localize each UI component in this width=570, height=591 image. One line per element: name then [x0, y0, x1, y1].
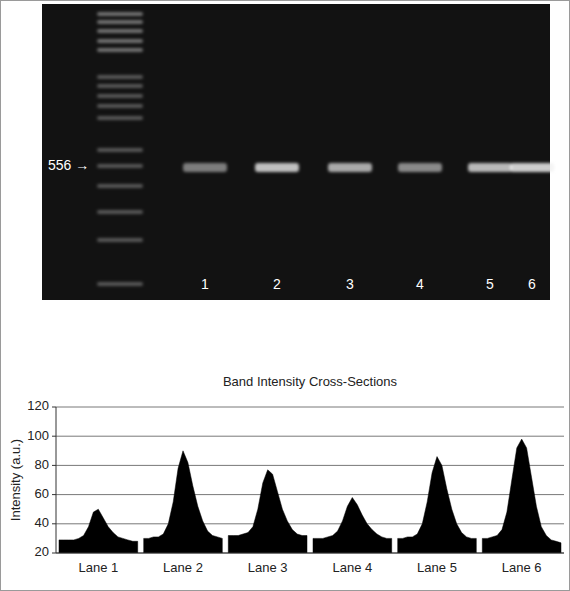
ladder-band [97, 238, 143, 242]
y-tick-label: 40 [35, 515, 49, 530]
gel-band [468, 163, 512, 172]
x-tick-label: Lane 6 [502, 560, 542, 575]
grid-line [56, 407, 564, 408]
grid-line [56, 436, 564, 437]
lane-number: 4 [416, 276, 424, 292]
y-tick-label: 80 [35, 457, 49, 472]
gel-band [510, 163, 554, 172]
tick-mark [52, 436, 56, 437]
lane-number: 6 [528, 276, 536, 292]
lane-number: 2 [273, 276, 281, 292]
ladder-band [97, 164, 143, 168]
ladder-band [97, 94, 143, 98]
intensity-profile [482, 439, 561, 553]
x-axis-line [56, 553, 564, 554]
gel-band [328, 163, 372, 172]
grid-line [56, 494, 564, 495]
ladder-band [97, 104, 143, 108]
lane-number: 3 [346, 276, 354, 292]
ladder-band [97, 20, 143, 24]
ladder-band [97, 210, 143, 214]
sample-bands [183, 163, 554, 172]
page-frame [1, 1, 570, 591]
y-axis-title: Intensity (a.u.) [8, 439, 23, 521]
grid-line [56, 553, 564, 554]
ladder-band [97, 29, 143, 33]
x-tick-label: Lane 4 [332, 560, 372, 575]
gel-band [398, 163, 442, 172]
lane-number: 5 [486, 276, 494, 292]
y-tick-label: 100 [27, 428, 49, 443]
grid-line [56, 523, 564, 524]
x-tick-label: Lane 1 [78, 560, 118, 575]
chart-title: Band Intensity Cross-Sections [223, 374, 398, 389]
profiles [59, 439, 561, 553]
intensity-profile [144, 451, 223, 553]
x-tick-label: Lane 3 [248, 560, 288, 575]
ladder-band [97, 148, 143, 152]
gel-band [255, 163, 299, 172]
intensity-profile [313, 498, 392, 554]
ladder-band [97, 75, 143, 79]
ladder-band [97, 39, 143, 43]
y-axis-line [56, 407, 57, 553]
grid-line [56, 465, 564, 466]
tick-mark [52, 553, 56, 554]
tick-mark [52, 494, 56, 495]
ladder-band [97, 84, 143, 88]
tick-mark [52, 465, 56, 466]
intensity-profile [59, 509, 138, 553]
intensity-profile [228, 470, 307, 553]
x-tick-label: Lane 2 [163, 560, 203, 575]
y-tick-label: 20 [35, 544, 49, 559]
ladder-band [97, 116, 143, 120]
ladder [97, 12, 143, 286]
lane-number: 1 [201, 276, 209, 292]
gel-background [42, 4, 550, 300]
figure: 556 → 1 2 3 4 5 6 Band Intensity Cross-Sections… [0, 0, 570, 591]
y-tick-label: 60 [35, 486, 49, 501]
x-tick-label: Lane 5 [417, 560, 457, 575]
intensity-profile [398, 457, 477, 553]
ladder-band [97, 282, 143, 286]
ladder-band [97, 48, 143, 52]
y-tick-label: 120 [27, 398, 49, 413]
tick-mark [52, 523, 56, 524]
ladder-band [97, 12, 143, 16]
ladder-band [97, 184, 143, 188]
tick-mark [52, 407, 56, 408]
gel-band [183, 163, 227, 172]
size-label: 556 → [48, 157, 89, 173]
